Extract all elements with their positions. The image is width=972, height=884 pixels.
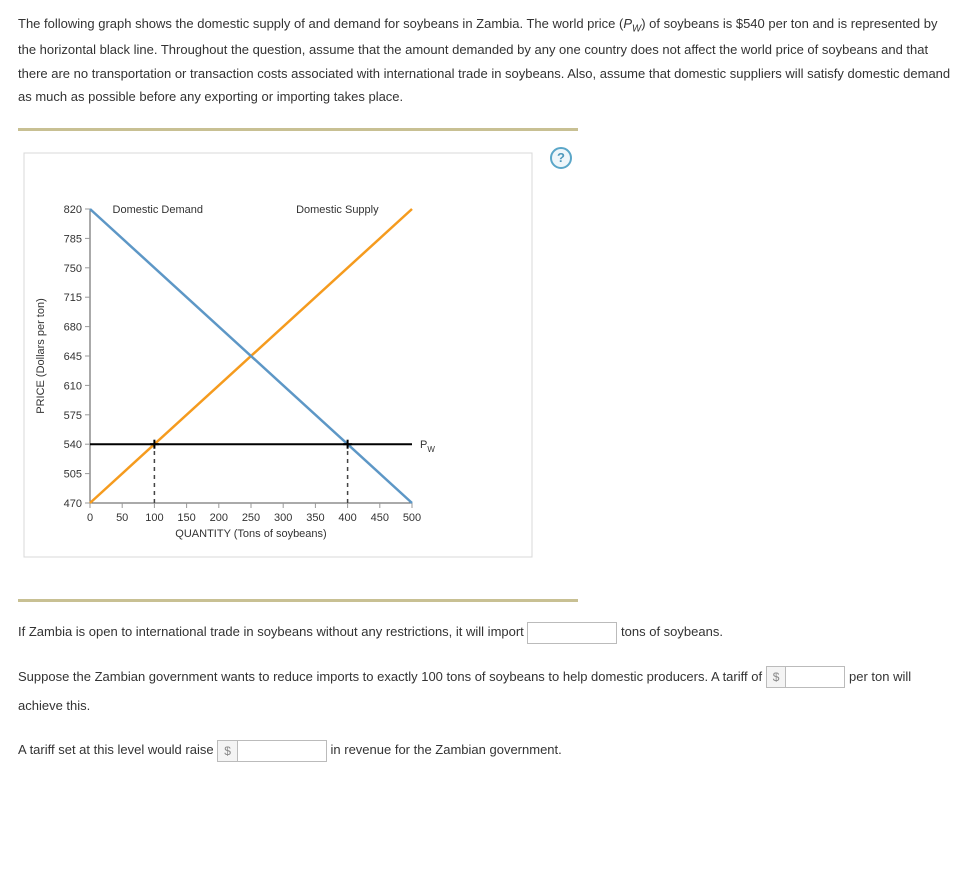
svg-text:100: 100 [145,512,163,524]
svg-text:750: 750 [64,263,82,275]
svg-text:400: 400 [338,512,356,524]
svg-text:450: 450 [371,512,389,524]
dollar-prefix-tariff: $ [766,666,786,688]
q2-pre: Suppose the Zambian government wants to … [18,669,762,684]
intro-paragraph: The following graph shows the domestic s… [18,12,954,108]
question-2: Suppose the Zambian government wants to … [18,663,954,720]
svg-text:150: 150 [177,512,195,524]
svg-text:Domestic Supply: Domestic Supply [296,204,379,216]
divider-top [18,128,578,131]
svg-text:785: 785 [64,234,82,246]
revenue-amount-input[interactable] [237,740,327,762]
tariff-amount-input[interactable] [785,666,845,688]
svg-text:715: 715 [64,293,82,305]
svg-text:680: 680 [64,322,82,334]
svg-text:575: 575 [64,410,82,422]
svg-text:470: 470 [64,498,82,510]
svg-text:645: 645 [64,351,82,363]
svg-text:0: 0 [87,512,93,524]
svg-text:540: 540 [64,440,82,452]
svg-text:250: 250 [242,512,260,524]
svg-text:500: 500 [403,512,421,524]
help-icon[interactable]: ? [550,147,572,169]
svg-text:350: 350 [306,512,324,524]
question-3: A tariff set at this level would raise $… [18,736,954,765]
svg-text:PRICE (Dollars per ton): PRICE (Dollars per ton) [35,299,47,415]
svg-text:505: 505 [64,469,82,481]
pw-symbol: PW [623,16,641,31]
chart-container: ? 470 505 540 575 610 645 680 715 750 785 820 0 50 10… [18,141,578,589]
svg-text:610: 610 [64,381,82,393]
supply-demand-chart: 470 505 540 575 610 645 680 715 750 785 820 0 50 100 1… [18,151,538,561]
svg-text:200: 200 [210,512,228,524]
svg-text:820: 820 [64,204,82,216]
svg-text:Domestic Demand: Domestic Demand [113,204,203,216]
intro-text-1: The following graph shows the domestic s… [18,16,623,31]
q3-post: in revenue for the Zambian government. [331,742,562,757]
svg-text:50: 50 [116,512,128,524]
q3-pre: A tariff set at this level would raise [18,742,214,757]
svg-text:QUANTITY (Tons of soybeans): QUANTITY (Tons of soybeans) [175,528,326,540]
svg-text:PW: PW [420,440,435,455]
question-1: If Zambia is open to international trade… [18,618,954,647]
q1-pre: If Zambia is open to international trade… [18,624,524,639]
dollar-prefix-revenue: $ [217,740,237,762]
divider-bottom [18,599,578,602]
svg-text:300: 300 [274,512,292,524]
q1-post: tons of soybeans. [621,624,723,639]
import-tons-input[interactable] [527,622,617,644]
